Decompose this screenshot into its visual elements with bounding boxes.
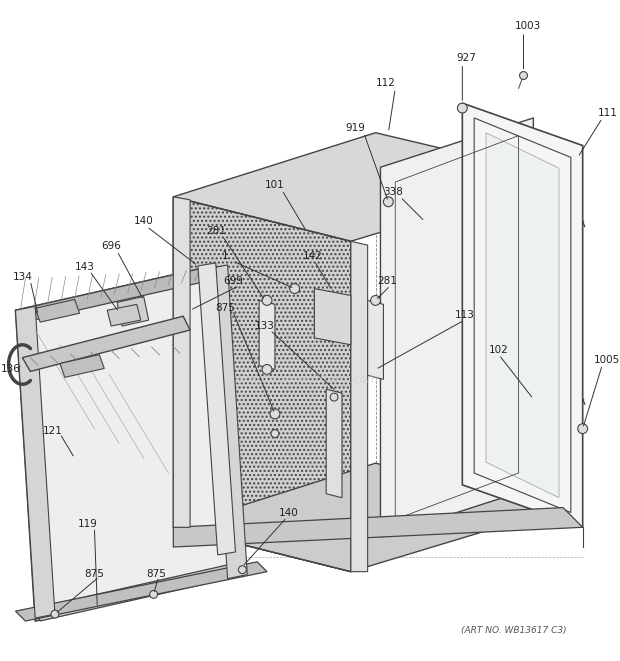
Polygon shape [486,133,559,498]
Polygon shape [463,103,583,527]
Text: 875: 875 [84,568,104,578]
Polygon shape [381,118,533,537]
Circle shape [262,364,272,374]
Text: 101: 101 [265,180,285,190]
Circle shape [262,295,272,305]
Polygon shape [16,266,218,323]
Text: 1: 1 [223,251,229,261]
Polygon shape [314,289,351,345]
Polygon shape [174,197,351,572]
Polygon shape [326,389,342,498]
Polygon shape [174,197,190,527]
Text: 875: 875 [216,303,236,313]
Polygon shape [16,306,55,618]
Polygon shape [107,304,141,326]
Text: 140: 140 [279,508,299,518]
Text: 119: 119 [78,520,97,529]
Circle shape [330,393,338,401]
Polygon shape [174,508,583,547]
Text: 112: 112 [376,79,396,89]
Text: 111: 111 [598,108,618,118]
Polygon shape [35,299,79,322]
Text: 281: 281 [206,226,226,237]
Text: 1003: 1003 [515,21,541,31]
Circle shape [383,197,393,207]
Text: 136: 136 [1,364,20,375]
Polygon shape [117,297,149,326]
Text: 102: 102 [489,345,509,355]
Polygon shape [351,241,368,572]
Circle shape [149,590,157,598]
Polygon shape [368,300,383,379]
Circle shape [51,610,59,618]
Text: 927: 927 [456,53,476,63]
Polygon shape [198,263,236,555]
Circle shape [270,409,280,419]
Circle shape [271,430,279,438]
Polygon shape [22,316,190,371]
Text: 1005: 1005 [594,354,620,365]
Text: 133: 133 [255,321,275,331]
Text: 113: 113 [454,310,474,320]
Polygon shape [208,265,247,578]
Polygon shape [16,266,232,621]
Text: 338: 338 [383,187,403,197]
Polygon shape [35,564,237,621]
Polygon shape [174,133,563,241]
Circle shape [239,566,246,574]
Polygon shape [174,463,563,572]
Polygon shape [16,562,267,621]
Polygon shape [60,355,104,377]
Text: eReplacementParts.com: eReplacementParts.com [234,373,379,386]
Circle shape [371,295,381,305]
Text: 134: 134 [12,272,32,282]
Text: 875: 875 [146,568,167,578]
Text: 919: 919 [346,123,366,133]
Circle shape [290,284,299,293]
Text: 143: 143 [74,262,94,272]
Circle shape [458,103,467,113]
Text: 121: 121 [43,426,63,436]
Text: 281: 281 [378,276,397,286]
Text: (ART NO. WB13617 C3): (ART NO. WB13617 C3) [461,627,567,635]
Circle shape [578,424,588,434]
Text: 140: 140 [134,217,154,227]
Circle shape [520,71,528,79]
Text: 142: 142 [303,251,322,261]
Text: 699: 699 [224,276,244,286]
Text: 696: 696 [101,241,121,251]
Polygon shape [259,300,275,369]
